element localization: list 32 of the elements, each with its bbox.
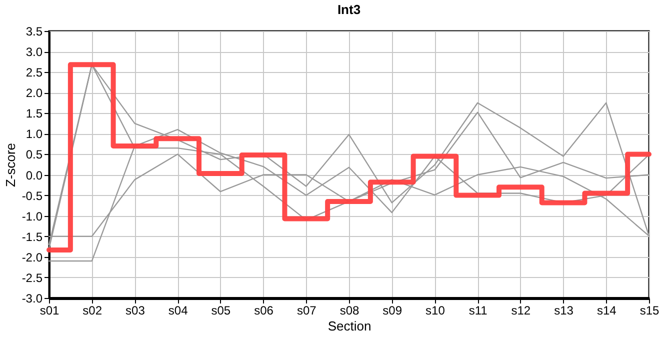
x-tick-label: s08: [340, 304, 360, 318]
y-tick-label: 2.0: [26, 86, 43, 100]
y-tick-label: 3.0: [26, 45, 43, 60]
x-tick-label: s10: [426, 304, 446, 318]
x-tick-label: s06: [254, 304, 274, 318]
y-tick-label: -0.5: [22, 188, 43, 203]
y-axis-title: Z-score: [2, 142, 18, 188]
x-tick-label: s14: [596, 304, 617, 318]
y-tick-label: 0.0: [26, 168, 43, 182]
y-tick-label: -1.0: [22, 209, 43, 224]
y-tick-label: -3.0: [22, 292, 43, 306]
x-tick-label: s05: [211, 304, 231, 318]
y-tick-label: -2.0: [22, 250, 43, 264]
x-axis-title: Section: [328, 318, 372, 334]
x-tick-label: s01: [40, 304, 60, 318]
y-tick-label: 3.5: [26, 24, 43, 38]
x-tick-label: s15: [640, 304, 660, 318]
x-tick-label: s02: [82, 304, 102, 318]
x-tick-label: s09: [382, 304, 402, 318]
y-tick-label: 1.0: [26, 127, 43, 142]
y-tick-label: 1.5: [26, 106, 43, 121]
chart-title: Int3: [337, 2, 361, 17]
x-tick-label: s04: [168, 304, 188, 318]
x-tick-label: s11: [468, 304, 488, 318]
x-tick-label: s07: [296, 304, 317, 318]
x-tick-label: s12: [511, 304, 531, 318]
x-tick-label: s03: [126, 304, 146, 318]
x-tick-label: s13: [554, 304, 574, 318]
y-tick-label: 0.5: [26, 148, 43, 162]
y-tick-label: -2.5: [22, 270, 43, 285]
y-tick-label: 2.5: [26, 66, 43, 80]
y-tick-label: -1.5: [22, 230, 43, 244]
